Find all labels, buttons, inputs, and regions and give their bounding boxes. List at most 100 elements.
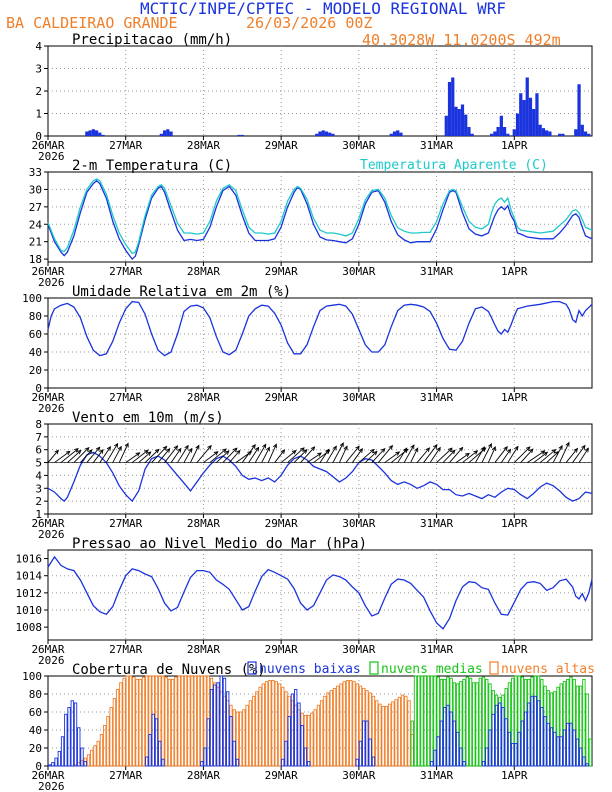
- rh-ytick-label: 40: [29, 346, 42, 359]
- cloud-bar-nuvens-altas: [109, 707, 113, 767]
- cloud-bar-nuvens-altas: [404, 695, 408, 767]
- wind-xtick-label: 26MAR: [31, 517, 64, 530]
- temp-xtick-label: 26MAR: [31, 265, 64, 278]
- wind-arrow: [105, 443, 119, 463]
- cloud-bar-nuvens-baixas: [494, 704, 499, 767]
- wind-arrow: [112, 446, 122, 463]
- cloud-bar-nuvens-altas: [355, 683, 359, 767]
- precip-bar: [331, 133, 335, 136]
- precip-xtick-label: 30MAR: [342, 139, 375, 152]
- cloud-bar-nuvens-baixas: [365, 720, 369, 767]
- precip-ytick-label: 0: [35, 130, 42, 143]
- wind-arrow: [533, 451, 548, 463]
- cloud-bar-nuvens-altas: [170, 678, 175, 767]
- wind-arrow: [216, 450, 230, 463]
- wind-arrow: [254, 444, 267, 463]
- cloud-bar-nuvens-baixas: [491, 713, 495, 767]
- wind-year-label: 2026: [38, 528, 65, 541]
- wind-arrow: [552, 445, 563, 463]
- cloud-bar-nuvens-altas: [400, 694, 405, 767]
- temp-ytick-label: 33: [29, 166, 42, 179]
- precip-bar: [101, 134, 105, 136]
- clouds-title: Cobertura de Nuvens (%): [72, 662, 266, 678]
- wind-arrow-head: [87, 449, 93, 454]
- wind-arrow: [177, 445, 189, 463]
- pressure-ytick-label: 1010: [16, 604, 43, 617]
- cloud-bar-nuvens-baixas: [481, 761, 486, 767]
- wind-arrow-head: [573, 447, 579, 453]
- precip-bar: [240, 134, 244, 136]
- precip-bar: [538, 124, 542, 136]
- wind-arrow-head: [514, 445, 519, 451]
- wind-series-line: [47, 451, 593, 503]
- precip-xtick-label: 28MAR: [187, 139, 220, 152]
- cloud-bar-nuvens-altas: [339, 683, 343, 767]
- cloud-bar-nuvens-baixas: [209, 689, 214, 767]
- wind-arrow: [183, 448, 193, 463]
- cloud-bar-nuvens-baixas: [362, 720, 366, 767]
- cloud-bar-nuvens-altas: [264, 681, 269, 767]
- temp-ytick-label: 21: [29, 236, 42, 249]
- cloud-bar-nuvens-altas: [342, 681, 346, 767]
- wind-arrow: [125, 452, 140, 463]
- wind-arrow-head: [291, 449, 297, 455]
- wind-arrow: [86, 446, 101, 463]
- pressure-xtick-label: 28MAR: [187, 643, 220, 656]
- cloud-bar-nuvens-baixas: [566, 722, 570, 767]
- wind-arrow-head: [480, 446, 485, 452]
- clouds-ytick-label: 20: [29, 742, 42, 755]
- cloud-bar-nuvens-baixas: [57, 750, 62, 767]
- cloud-bar-nuvens-baixas: [51, 762, 55, 767]
- wind-arrow-head: [207, 444, 212, 450]
- wind-arrow: [306, 452, 322, 463]
- cloud-bar-nuvens-baixas: [559, 736, 563, 767]
- clouds-year-label: 2026: [38, 780, 65, 792]
- cloud-bar-nuvens-baixas: [77, 727, 81, 767]
- wind-arrow-head: [395, 451, 401, 456]
- precip-ytick-label: 3: [35, 63, 42, 76]
- cloud-bar-nuvens-baixas: [213, 684, 217, 767]
- wind-arrow-head: [195, 444, 200, 450]
- cloud-bar-nuvens-medias: [468, 677, 473, 767]
- cloud-bar-nuvens-altas: [90, 749, 94, 767]
- precip-bar: [519, 93, 523, 136]
- precip-bar: [162, 130, 167, 136]
- pressure-xtick-label: 26MAR: [31, 643, 64, 656]
- wind-arrow: [92, 449, 104, 463]
- precip-bar: [315, 133, 319, 136]
- wind-arrow: [274, 449, 285, 463]
- precip-bar: [467, 127, 471, 136]
- wind-arrow-head: [154, 448, 160, 454]
- cloud-bar-nuvens-altas: [167, 678, 172, 767]
- precip-ytick-label: 2: [35, 85, 42, 98]
- wind-arrow-head: [273, 443, 277, 449]
- precip-bar: [318, 131, 322, 136]
- pressure-xtick-label: 27MAR: [109, 643, 142, 656]
- cloud-bar-nuvens-baixas: [216, 682, 220, 767]
- wind-arrow: [377, 445, 393, 463]
- cloud-bar-nuvens-baixas: [300, 725, 304, 767]
- cloud-bar-nuvens-altas: [187, 675, 191, 767]
- cloud-bar-nuvens-medias: [472, 682, 476, 767]
- wind-arrow-head: [251, 443, 256, 449]
- precip-year-label: 2026: [38, 150, 65, 163]
- wind-arrow-head: [450, 449, 456, 455]
- cloud-bar-nuvens-altas: [271, 680, 275, 767]
- wind-arrow: [80, 449, 93, 463]
- precip-bar: [457, 109, 461, 136]
- precip-bar: [454, 106, 458, 136]
- wind-arrow-head: [143, 449, 149, 455]
- cloud-bar-nuvens-baixas: [281, 758, 285, 767]
- wind-arrow: [164, 445, 178, 463]
- cloud-bar-nuvens-medias: [481, 676, 486, 767]
- pressure-xtick-label: 31MAR: [420, 643, 453, 656]
- cloud-bar-nuvens-altas: [329, 690, 334, 767]
- wind-arrow-head: [369, 448, 375, 454]
- precip-ytick-label: 1: [35, 108, 42, 121]
- cloud-bar-nuvens-altas: [177, 675, 181, 767]
- cloud-bar-nuvens-baixas: [533, 695, 538, 767]
- precip-bar: [166, 129, 170, 136]
- cloud-bar-nuvens-altas: [132, 676, 136, 767]
- cloud-legend-swatch: [369, 661, 379, 675]
- wind-arrow: [436, 447, 453, 463]
